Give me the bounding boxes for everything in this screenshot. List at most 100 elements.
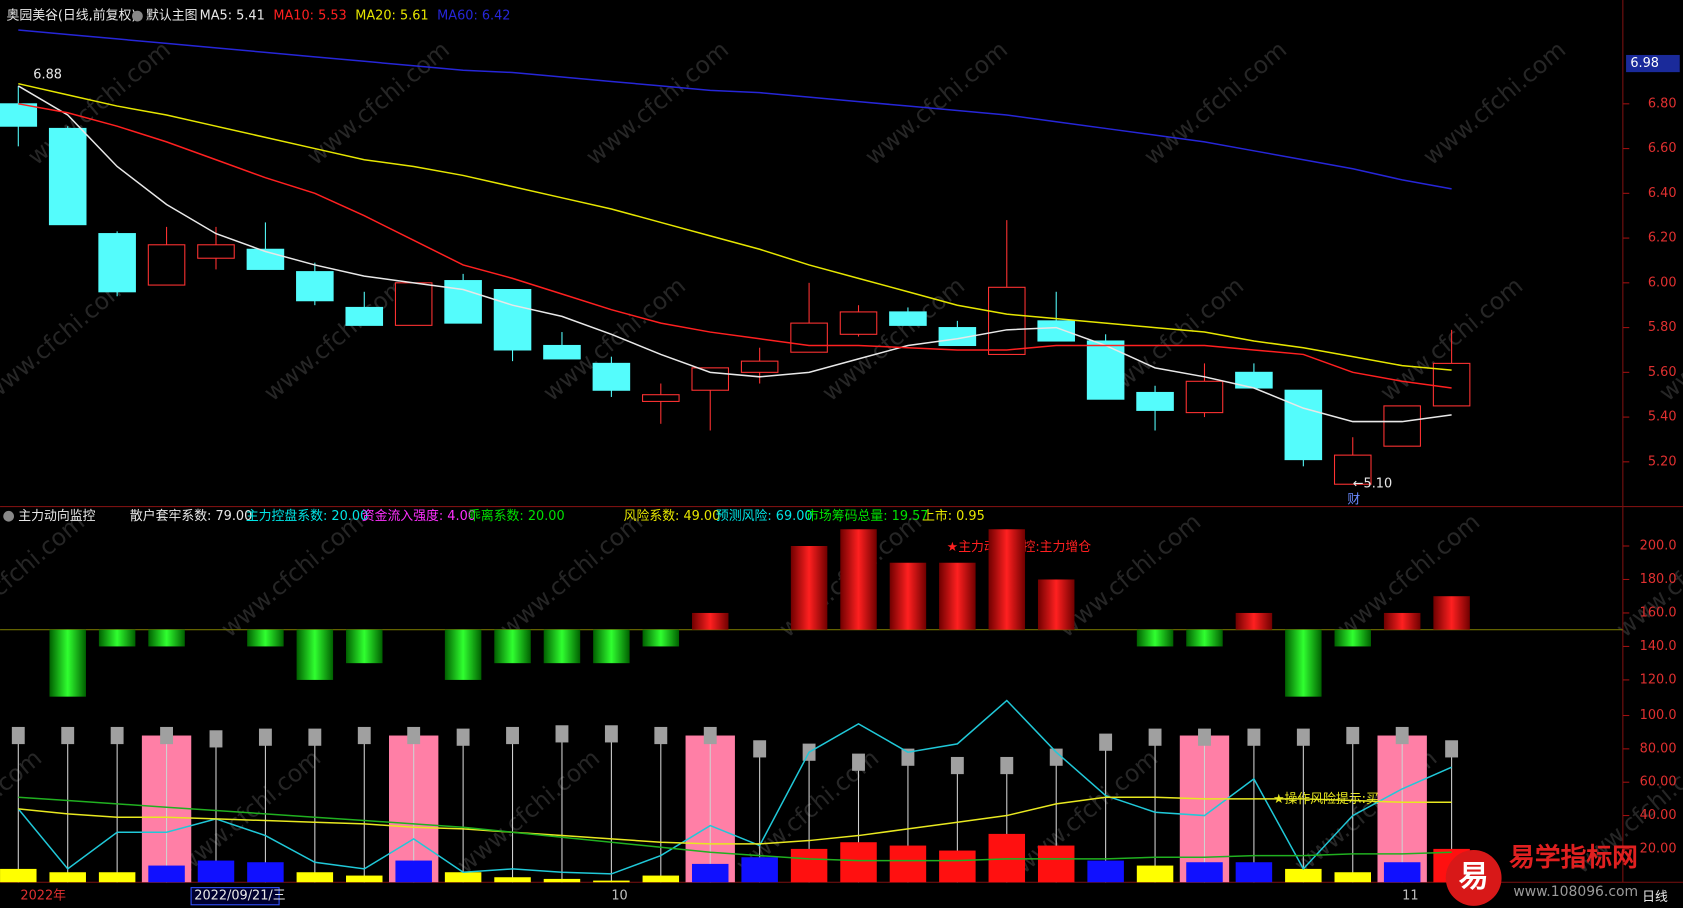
subtitle[interactable]: 默认主图 <box>146 8 197 24</box>
annotation: 财 <box>1347 493 1360 508</box>
bar <box>49 872 86 883</box>
x-tick-label: 10 <box>611 889 627 904</box>
bar <box>197 860 235 883</box>
candle-body <box>938 327 977 347</box>
y-tick-label: 80.00 <box>1640 741 1677 756</box>
y-tick-label: 100.0 <box>1640 708 1677 723</box>
line <box>18 796 1452 845</box>
stem-cap <box>1099 733 1113 751</box>
line <box>17 699 1452 875</box>
candle-body <box>1136 391 1174 411</box>
stem-cap <box>11 726 25 745</box>
y-tick-label: 6.00 <box>1648 275 1677 290</box>
candle-body <box>48 127 87 226</box>
stem-cap <box>1395 726 1409 745</box>
bar <box>593 880 630 883</box>
bar <box>346 629 383 664</box>
bar <box>988 529 1026 630</box>
bar <box>939 850 976 883</box>
candle-body <box>543 344 581 360</box>
y-tick-label: 60.00 <box>1640 775 1677 790</box>
stem-cap <box>1049 748 1063 766</box>
icon[interactable] <box>132 10 143 22</box>
bar <box>444 872 482 883</box>
y-tick-label: 20.00 <box>1640 841 1677 856</box>
candle-body <box>642 394 680 402</box>
indicator: 乖离系数: 20.00 <box>468 508 565 524</box>
indicator: 预测风险: 69.00 <box>716 509 813 524</box>
bar <box>543 629 581 664</box>
stem-cap <box>703 726 717 745</box>
logo-name: 易学指标网 <box>1509 842 1638 873</box>
bar <box>642 629 680 647</box>
y-tick-label: 5.60 <box>1648 365 1677 380</box>
bar <box>148 629 185 647</box>
stem-cap <box>308 728 322 746</box>
bar <box>790 848 828 883</box>
watermark: www.cfchi.com <box>859 35 1013 170</box>
watermark: www.cfchi.com <box>215 508 369 643</box>
candle-body <box>246 248 285 270</box>
y-tick-label: 5.20 <box>1648 454 1677 469</box>
bar <box>1186 629 1223 647</box>
annotation: 6.88 <box>33 68 62 83</box>
candle-body <box>0 103 38 127</box>
y-tick-label: 5.40 <box>1648 410 1677 425</box>
bar <box>1235 612 1273 630</box>
y-tick-label: 160.0 <box>1640 605 1677 620</box>
bar <box>1235 862 1273 883</box>
line <box>18 796 1452 862</box>
bar <box>49 629 86 697</box>
stem-cap <box>901 748 915 766</box>
candle-body <box>345 306 384 326</box>
bar <box>840 529 877 630</box>
candle-body <box>1432 362 1471 407</box>
indicator: 风险系数: 49.00 <box>624 509 721 524</box>
watermark: www.cfchi.com <box>495 508 649 643</box>
bar <box>1037 579 1075 630</box>
annotation: ←5.10 <box>1353 477 1392 492</box>
bar <box>444 629 482 680</box>
bar <box>1136 629 1174 647</box>
ma-line <box>18 82 1452 371</box>
stem-cap <box>753 740 767 758</box>
bar <box>247 629 284 647</box>
indicator: 市场筹码总量: 19.57 <box>806 508 928 524</box>
legend-entry: MA10: 5.53 <box>273 9 346 24</box>
chart-title: 奥园美谷(日线,前复权) <box>6 8 136 24</box>
indicator: 散户套牢系数: 79.00 <box>130 508 252 524</box>
y-tick-label: 140.0 <box>1640 639 1677 654</box>
bar <box>1285 629 1322 697</box>
candle-body <box>394 282 433 326</box>
ma-line <box>18 103 1452 389</box>
watermarks: www.cfchi.com www.cfchi.com www.cfchi.com w… <box>0 35 1683 879</box>
bar <box>148 865 185 883</box>
watermark: www.cfchi.com <box>0 508 90 643</box>
bar <box>1383 612 1421 630</box>
ma-line <box>18 29 1452 190</box>
watermark: www.cfchi.com <box>22 35 176 170</box>
candle-body <box>592 362 631 391</box>
panel-title: 主力动向监控 <box>18 508 95 524</box>
watermark: www.cfchi.com <box>1654 271 1683 406</box>
logo-icon-bg <box>1445 850 1502 906</box>
watermark: www.cfchi.com <box>1138 35 1292 170</box>
bar <box>0 868 37 883</box>
x-tick-label: 2022年 <box>20 889 66 904</box>
stem-cap <box>1445 740 1459 758</box>
candle-body <box>1037 320 1075 342</box>
y-tick-label: 180.0 <box>1640 572 1677 587</box>
bar <box>1433 596 1470 630</box>
stem-cap <box>1247 728 1261 746</box>
y-tick-label: 40.00 <box>1640 808 1677 823</box>
period[interactable]: 日线 <box>1642 890 1668 905</box>
watermark: www.cfchi.com <box>452 744 606 879</box>
bar <box>790 545 828 630</box>
candle-body <box>493 289 532 351</box>
bar <box>98 872 136 883</box>
y-tick-label: 200.0 <box>1640 538 1677 553</box>
y-tick-label: 120.0 <box>1640 672 1677 687</box>
x-tick-label: 11 <box>1402 889 1418 904</box>
bar <box>296 872 334 883</box>
icon[interactable] <box>3 510 14 522</box>
